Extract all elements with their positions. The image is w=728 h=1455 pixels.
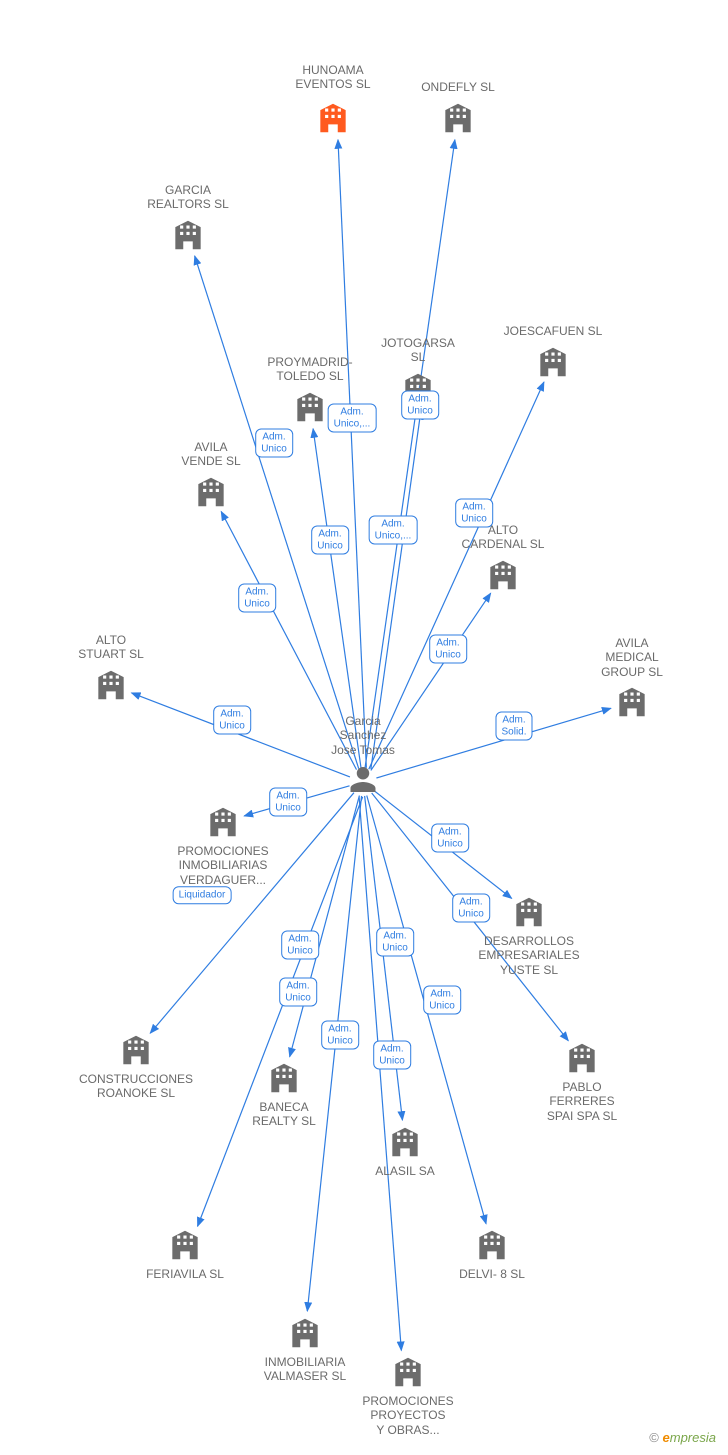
company-node[interactable] xyxy=(192,473,230,511)
edge-line xyxy=(359,796,401,1350)
brand-rest: mpresia xyxy=(670,1430,716,1445)
company-node[interactable] xyxy=(534,343,572,381)
footer-credit: © empresia xyxy=(649,1430,716,1445)
brand-e: e xyxy=(663,1430,670,1445)
edge-line xyxy=(376,708,610,778)
company-node[interactable] xyxy=(166,1226,204,1264)
company-node[interactable] xyxy=(563,1039,601,1077)
edge-line xyxy=(150,793,354,1034)
company-node[interactable] xyxy=(473,1226,511,1264)
edge-line xyxy=(371,593,491,770)
company-node[interactable] xyxy=(265,1059,303,1097)
center-person[interactable] xyxy=(348,765,378,800)
company-node[interactable] xyxy=(439,99,477,137)
company-node[interactable] xyxy=(314,99,352,137)
company-node[interactable] xyxy=(386,1123,424,1161)
edge-line xyxy=(307,796,361,1311)
edge-line xyxy=(290,796,360,1057)
company-node[interactable] xyxy=(510,893,548,931)
company-node[interactable] xyxy=(399,369,437,407)
network-canvas xyxy=(0,0,728,1455)
company-node[interactable] xyxy=(291,388,329,426)
edge-line xyxy=(132,693,350,777)
edge-line xyxy=(365,796,403,1120)
edge-line xyxy=(371,411,421,769)
company-node[interactable] xyxy=(286,1314,324,1352)
edge-line xyxy=(367,795,486,1223)
copyright-symbol: © xyxy=(649,1430,659,1445)
edge-line xyxy=(365,140,455,768)
company-node[interactable] xyxy=(389,1353,427,1391)
edge-line xyxy=(338,140,366,768)
edge-line xyxy=(195,256,359,769)
company-node[interactable] xyxy=(169,216,207,254)
company-node[interactable] xyxy=(117,1031,155,1069)
company-node[interactable] xyxy=(204,803,242,841)
company-node[interactable] xyxy=(92,666,130,704)
edge-line xyxy=(244,786,349,816)
edge-line xyxy=(198,797,363,1226)
company-node[interactable] xyxy=(484,556,522,594)
company-node[interactable] xyxy=(613,683,651,721)
